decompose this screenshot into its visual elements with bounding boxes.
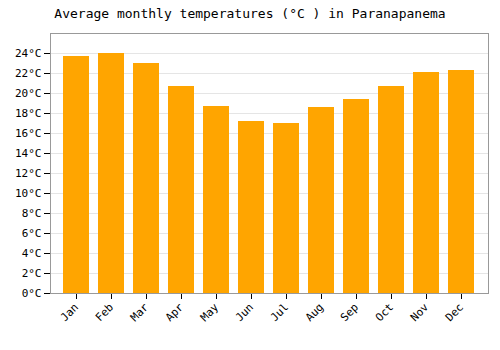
svg-text:18°C: 18°C bbox=[15, 107, 42, 120]
svg-text:Mar: Mar bbox=[128, 300, 152, 324]
svg-text:Oct: Oct bbox=[373, 301, 396, 324]
svg-text:Jun: Jun bbox=[233, 301, 256, 324]
svg-text:Sep: Sep bbox=[338, 301, 361, 324]
svg-text:Jul: Jul bbox=[268, 301, 291, 324]
svg-text:20°C: 20°C bbox=[15, 87, 42, 100]
svg-text:16°C: 16°C bbox=[15, 127, 42, 140]
svg-text:4°C: 4°C bbox=[22, 247, 42, 260]
svg-text:2°C: 2°C bbox=[22, 267, 42, 280]
svg-text:Aug: Aug bbox=[303, 301, 326, 324]
svg-text:14°C: 14°C bbox=[15, 147, 42, 160]
svg-text:Feb: Feb bbox=[93, 301, 116, 324]
svg-text:Apr: Apr bbox=[163, 300, 187, 324]
svg-text:Dec: Dec bbox=[443, 301, 466, 324]
svg-text:Nov: Nov bbox=[408, 300, 432, 324]
html-text:Average monthly temperatures (: Average monthly temperatures (°C ) in Pa… bbox=[54, 6, 446, 21]
svg-text:12°C: 12°C bbox=[15, 167, 42, 180]
svg-text:6°C: 6°C bbox=[22, 227, 42, 240]
svg-text:Jan: Jan bbox=[58, 301, 81, 324]
svg-text:10°C: 10°C bbox=[15, 187, 42, 200]
svg-text:0°C: 0°C bbox=[22, 287, 42, 300]
svg-text:22°C: 22°C bbox=[15, 67, 42, 80]
svg-text:8°C: 8°C bbox=[22, 207, 42, 220]
svg-text:May: May bbox=[198, 300, 222, 324]
svg-text:24°C: 24°C bbox=[15, 47, 42, 60]
